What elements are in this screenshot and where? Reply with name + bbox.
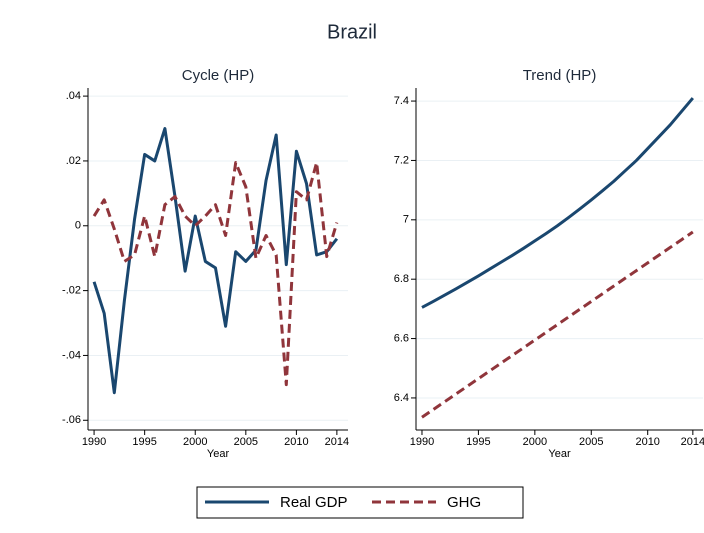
series-line [421,97,694,309]
y-tick-label: .02 [66,155,81,167]
x-tick-label: 2014 [681,436,704,448]
x-tick-label: 2005 [234,436,258,448]
y-tick-label: 7.4 [394,95,409,107]
x-tick-label: 2000 [183,436,207,448]
y-tick-label: 0 [75,220,81,232]
legend-label: Real GDP [280,494,348,511]
series-line [92,161,339,387]
x-axis-label: Year [207,448,230,460]
figure-title: Brazil [327,21,377,43]
panel-title: Cycle (HP) [182,67,255,84]
y-tick-label: .04 [66,90,81,102]
y-tick-label: -.06 [62,414,81,426]
y-tick-label: -.04 [62,349,81,361]
y-tick-label: 7.2 [394,154,409,166]
x-tick-label: 2005 [579,436,603,448]
x-tick-label: 2010 [284,436,308,448]
series-line [421,230,694,419]
panel-title: Trend (HP) [523,67,597,84]
y-tick-label: -.02 [62,285,81,297]
x-axis-label: Year [548,448,571,460]
y-tick-label: 7 [403,214,409,226]
x-tick-label: 1995 [132,436,156,448]
x-tick-label: 2000 [523,436,547,448]
x-tick-label: 1995 [466,436,490,448]
x-tick-label: 2010 [635,436,659,448]
legend-label: GHG [447,494,481,511]
y-tick-label: 6.6 [394,332,409,344]
x-tick-label: 1990 [410,436,434,448]
y-tick-label: 6.4 [394,392,409,404]
series-line [92,127,339,395]
x-tick-label: 2014 [325,436,349,448]
x-tick-label: 1990 [82,436,106,448]
y-tick-label: 6.8 [394,273,409,285]
